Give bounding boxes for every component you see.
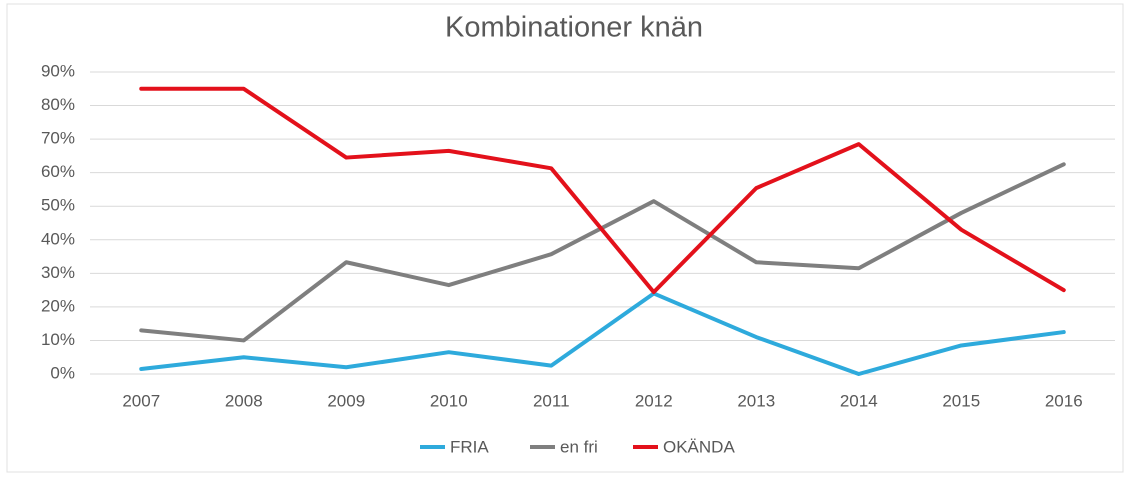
x-tick-label: 2007: [122, 391, 160, 410]
legend-label: FRIA: [450, 437, 489, 456]
y-tick-label: 30%: [41, 263, 75, 282]
chart-title: Kombinationer knän: [445, 12, 703, 44]
data-line: [139, 86, 1066, 295]
y-tick-label: 10%: [41, 330, 75, 349]
y-tick-label: 0%: [50, 363, 75, 382]
x-tick-label: 2013: [737, 391, 775, 410]
chart-border: [6, 3, 1124, 473]
x-tick-label: 2015: [942, 391, 980, 410]
legend-label: OKÄNDA: [663, 437, 735, 456]
data-line: [139, 291, 1066, 376]
y-tick-label: 50%: [41, 196, 75, 215]
y-tick-label: 60%: [41, 162, 75, 181]
x-tick-label: 2011: [533, 391, 570, 410]
y-tick-label: 40%: [41, 229, 75, 248]
x-tick-label: 2008: [225, 391, 263, 410]
x-tick-label: 2009: [327, 391, 365, 410]
x-tick-label: 2014: [840, 391, 878, 410]
x-tick-label: 2010: [430, 391, 468, 410]
legend-label: en fri: [560, 437, 598, 456]
y-tick-label: 90%: [41, 61, 75, 80]
x-tick-label: 2016: [1045, 391, 1083, 410]
y-tick-label: 80%: [41, 95, 75, 114]
x-tick-label: 2012: [635, 391, 673, 410]
y-tick-label: 20%: [41, 296, 75, 315]
y-tick-label: 70%: [41, 129, 75, 148]
